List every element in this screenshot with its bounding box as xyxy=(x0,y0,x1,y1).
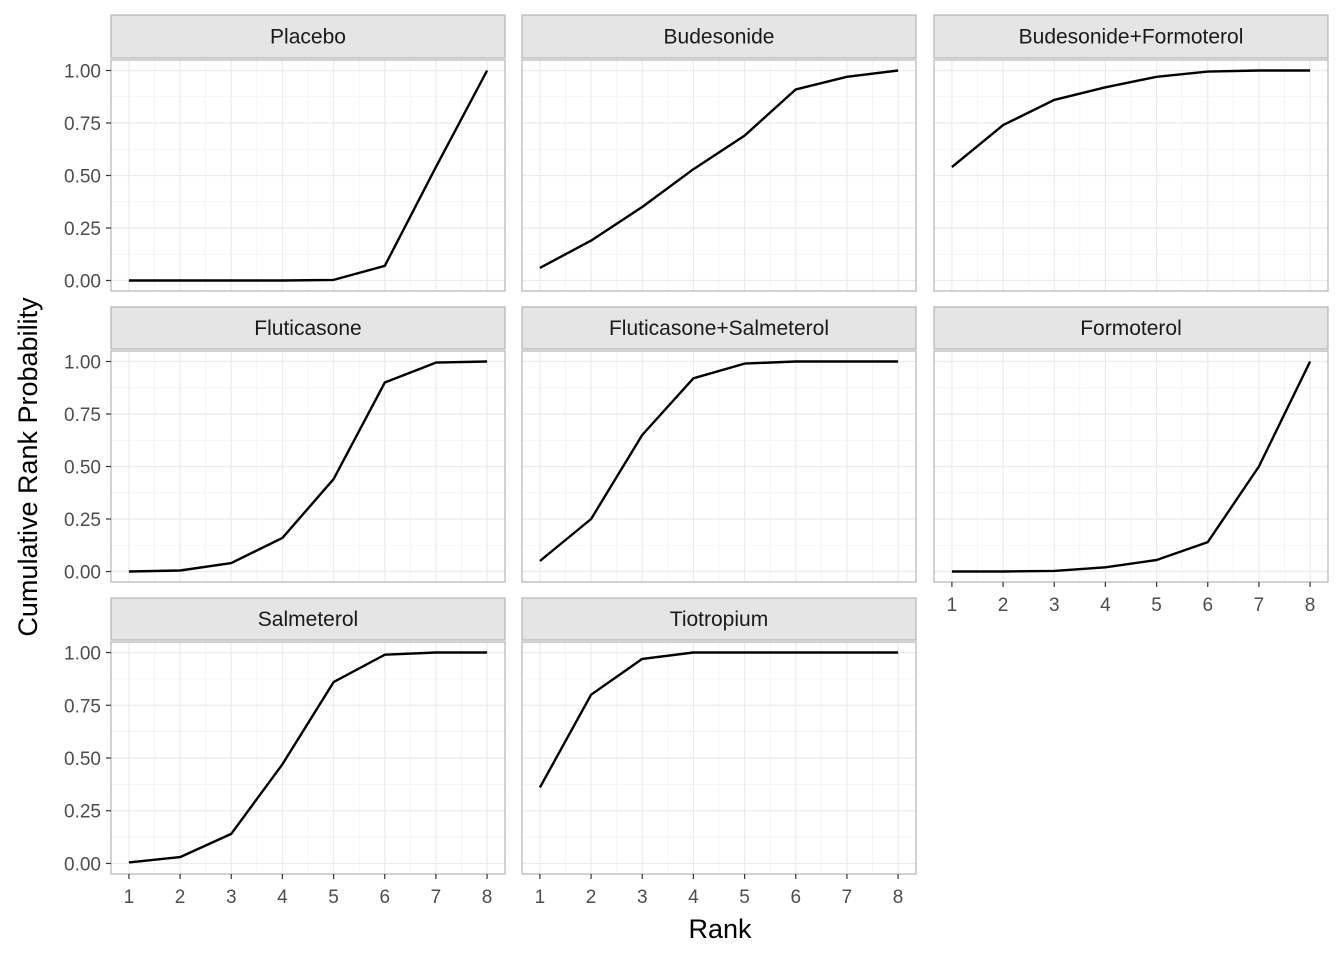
y-tick-label: 1.00 xyxy=(64,353,101,374)
panel-placebo: Placebo 0.00 0.25 0.50 0.75 1.00 xyxy=(64,14,506,293)
panel-border xyxy=(933,59,1329,292)
x-axis-title: Rank xyxy=(688,914,752,944)
x-tick-label: 6 xyxy=(790,887,801,908)
x-tick-label: 2 xyxy=(998,595,1009,616)
y-tick-label: 1.00 xyxy=(64,644,101,665)
x-tick-label: 3 xyxy=(637,887,648,908)
y-tick-label: 0.25 xyxy=(64,802,101,823)
strip-label: Fluticasone xyxy=(254,317,361,340)
y-tick-label: 0.50 xyxy=(64,749,101,770)
panel-tiotropium: Tiotropium 1 2 3 4 5 6 7 8 xyxy=(521,597,917,908)
strip-background xyxy=(521,306,917,350)
y-tick-label: 0.75 xyxy=(64,696,101,717)
y-tick-label: 0.25 xyxy=(64,219,101,240)
panel-border xyxy=(933,350,1329,583)
x-tick-label: 6 xyxy=(1202,595,1213,616)
series-line xyxy=(951,69,1311,169)
series-line xyxy=(539,69,899,269)
strip-background xyxy=(110,597,506,641)
y-tick-label: 0.50 xyxy=(64,167,101,188)
strip-background xyxy=(521,597,917,641)
x-tick-label: 7 xyxy=(431,887,442,908)
strip-background xyxy=(933,306,1329,350)
panel-budesonide: Budesonide xyxy=(521,14,917,292)
x-tick-label: 2 xyxy=(175,887,186,908)
series-line xyxy=(128,360,488,573)
x-tick-label: 7 xyxy=(842,887,853,908)
strip-label: Fluticasone+Salmeterol xyxy=(609,317,829,340)
series-line xyxy=(128,69,489,282)
facet-panels: Placebo 0.00 0.25 0.50 0.75 1.00 Budesonide Bud… xyxy=(64,14,1329,908)
x-tick-label: 5 xyxy=(328,887,339,908)
y-tick-label: 0.25 xyxy=(64,510,101,531)
x-tick-label: 8 xyxy=(482,887,493,908)
series-line xyxy=(128,651,488,864)
x-tick-label: 5 xyxy=(1151,595,1162,616)
strip-label: Formoterol xyxy=(1080,317,1182,340)
x-tick-label: 1 xyxy=(947,595,958,616)
panel-budesonide-formoterol: Budesonide+Formoterol xyxy=(933,14,1329,292)
x-tick-label: 1 xyxy=(535,887,546,908)
panel-fluticasone-salmeterol: Fluticasone+Salmeterol xyxy=(521,306,917,583)
y-tick-label: 0.50 xyxy=(64,458,101,479)
y-tick-label: 0.75 xyxy=(64,114,101,135)
panel-formoterol: Formoterol 1 2 3 4 5 6 7 8 xyxy=(933,306,1329,616)
series-line xyxy=(539,360,899,562)
y-tick-label: 0.75 xyxy=(64,405,101,426)
strip-background xyxy=(521,14,917,59)
x-tick-label: 2 xyxy=(586,887,597,908)
y-tick-label: 0.00 xyxy=(64,854,101,875)
x-tick-label: 4 xyxy=(277,887,288,908)
y-tick-label: 0.00 xyxy=(64,272,101,293)
x-tick-label: 4 xyxy=(688,887,699,908)
x-tick-label: 5 xyxy=(739,887,750,908)
x-tick-label: 8 xyxy=(1305,595,1316,616)
strip-label: Placebo xyxy=(270,26,346,49)
strip-label: Budesonide xyxy=(664,26,775,49)
y-tick-label: 1.00 xyxy=(64,62,101,83)
strip-label: Tiotropium xyxy=(670,608,768,631)
x-tick-label: 6 xyxy=(379,887,390,908)
y-axis-title: Cumulative Rank Probability xyxy=(13,297,43,637)
y-tick-label: 0.00 xyxy=(64,563,101,584)
strip-background xyxy=(933,14,1329,59)
x-tick-label: 1 xyxy=(124,887,135,908)
panel-fluticasone: Fluticasone 0.00 0.25 0.50 0.75 1.00 xyxy=(64,306,506,584)
strip-background xyxy=(110,14,506,59)
series-line xyxy=(951,360,1312,573)
strip-label: Budesonide+Formoterol xyxy=(1019,26,1244,49)
series-line xyxy=(538,651,899,789)
panel-border xyxy=(521,59,917,292)
strip-background xyxy=(110,306,506,350)
x-tick-label: 7 xyxy=(1254,595,1265,616)
panel-salmeterol: Salmeterol 0.00 0.25 0.50 0.75 1.00 1 2 3 4 5 6 7 8 xyxy=(64,597,506,908)
strip-label: Salmeterol xyxy=(258,608,358,631)
x-tick-label: 8 xyxy=(893,887,904,908)
panel-border xyxy=(521,641,917,875)
panel-border xyxy=(521,350,917,583)
x-tick-label: 3 xyxy=(226,887,237,908)
x-tick-label: 4 xyxy=(1100,595,1111,616)
x-tick-label: 3 xyxy=(1049,595,1060,616)
